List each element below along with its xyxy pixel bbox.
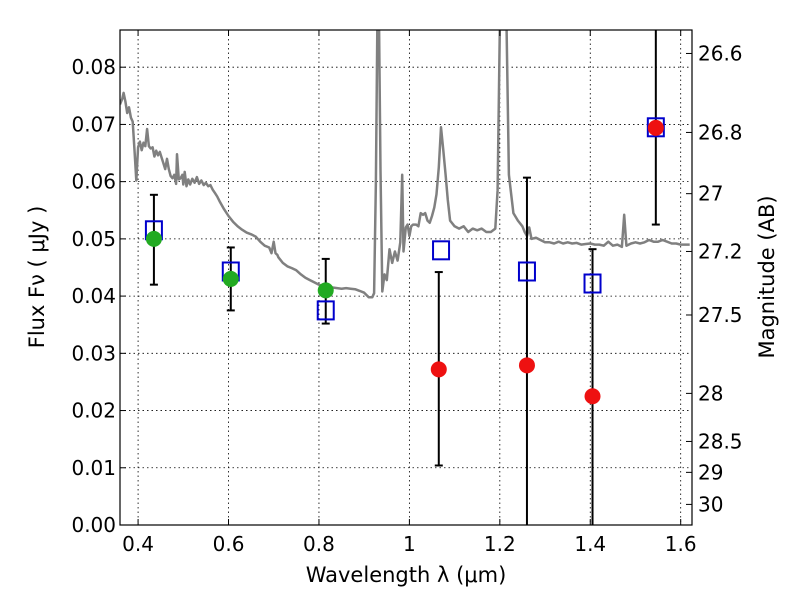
y-tick-label: 0.06 [71,170,116,194]
x-axis-label: Wavelength λ (μm) [306,563,507,587]
y-tick-label: 0.07 [71,112,116,136]
right-tick-label: 27.2 [698,239,743,263]
y-axis-label: Flux Fν ( μJy ) [25,206,49,349]
y-tick-label: 0.04 [71,284,116,308]
y-tick-label: 0.05 [71,227,116,251]
right-tick-label: 27 [698,182,723,206]
plot-background [120,30,692,525]
right-tick-label: 28.5 [698,429,743,453]
x-tick-label: 1.2 [484,532,516,556]
observed-flux-point [518,357,535,374]
model-photometry-square [517,261,536,282]
right-tick-label: 26.6 [698,41,743,65]
right-tick-label: 28 [698,381,723,405]
model-photometry-square [646,117,665,138]
x-tick-label: 0.4 [122,532,154,556]
plot-frame [119,29,693,526]
y-tick-label: 0.08 [71,55,116,79]
observed-flux-point [145,230,162,247]
right-tick-label: 27.5 [698,303,743,327]
y-tick-label: 0.03 [71,341,116,365]
observed-flux-point [222,270,239,287]
observed-flux-point [647,119,664,136]
observed-flux-point [430,361,447,378]
right-tick-label: 29 [698,460,723,484]
model-photometry-square [316,300,335,321]
right-tick-label: 30 [698,492,723,516]
y-tick-label: 0.01 [71,456,116,480]
right-axis-label: Magnitude (AB) [755,195,779,358]
x-tick-label: 1.4 [574,532,606,556]
right-tick-label: 26.8 [698,120,743,144]
model-photometry-square [583,273,602,294]
y-tick-label: 0.02 [71,399,116,423]
model-spectrum-line [120,30,690,299]
x-tick-label: 1 [403,532,416,556]
data-layer [120,30,690,525]
x-tick-label: 0.8 [303,532,335,556]
observed-flux-point [584,388,601,405]
x-tick-label: 1.6 [665,532,697,556]
observed-flux-point [317,282,334,299]
y-tick-label: 0.00 [71,513,116,537]
model-photometry-square [432,240,451,261]
x-tick-label: 0.6 [213,532,245,556]
ticks: 0.4 0.6 0.8 1 1.2 1.4 1.6 0.00 0.01 0.02 0.03 0.04 0… [71,30,743,556]
